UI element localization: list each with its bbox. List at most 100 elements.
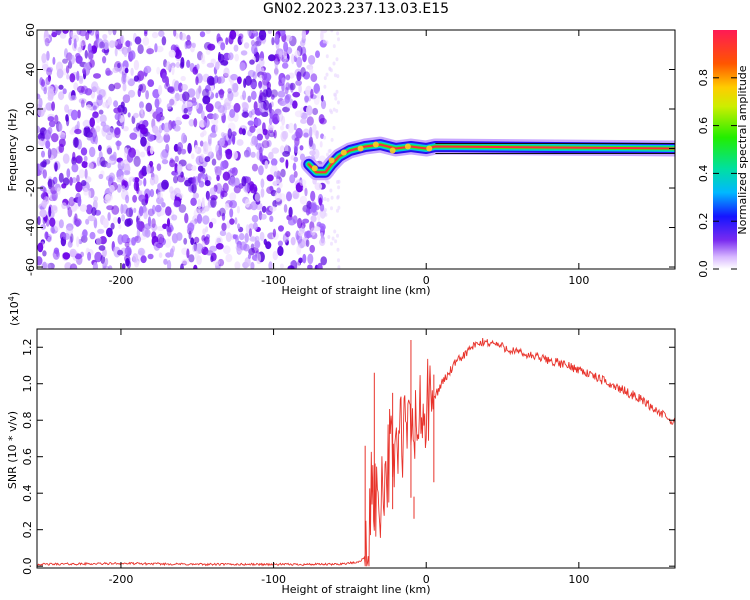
noise-blob bbox=[175, 61, 180, 68]
noise-blob bbox=[41, 79, 45, 87]
y-tick-label: -60 bbox=[24, 258, 37, 276]
noise-blob bbox=[61, 183, 67, 189]
noise-blob bbox=[51, 190, 58, 202]
noise-blob bbox=[308, 55, 316, 65]
noise-blob bbox=[113, 82, 122, 90]
noise-blob bbox=[92, 132, 96, 143]
noise-blob bbox=[83, 62, 92, 71]
noise-blob bbox=[282, 150, 290, 157]
noise-blob bbox=[310, 190, 316, 202]
noise-blob bbox=[86, 162, 94, 170]
noise-blob bbox=[331, 236, 335, 241]
noise-blob bbox=[79, 204, 88, 212]
noise-blob bbox=[166, 103, 172, 110]
noise-blob bbox=[304, 187, 308, 197]
noise-blob bbox=[41, 199, 48, 208]
noise-blob bbox=[77, 85, 85, 93]
noise-blob bbox=[156, 66, 161, 75]
noise-blob bbox=[332, 107, 336, 112]
noise-blob bbox=[81, 160, 88, 169]
noise-blob bbox=[252, 71, 257, 80]
noise-blob bbox=[69, 248, 77, 257]
noise-blob bbox=[305, 239, 310, 248]
noise-blob bbox=[309, 66, 314, 75]
noise-blob bbox=[250, 151, 256, 158]
noise-blob bbox=[320, 95, 324, 102]
noise-blob bbox=[149, 146, 154, 155]
noise-blob bbox=[282, 57, 289, 64]
noise-blob bbox=[155, 45, 164, 53]
noise-blob bbox=[169, 96, 177, 107]
noise-blob bbox=[294, 110, 303, 118]
noise-blob bbox=[261, 111, 269, 118]
noise-blob bbox=[323, 84, 327, 89]
colorbar-tick-label: 0.6 bbox=[697, 117, 710, 135]
noise-blob bbox=[310, 227, 316, 236]
noise-blob bbox=[152, 125, 159, 134]
y-tick-label: 0.4 bbox=[21, 484, 34, 502]
snr-frame bbox=[36, 328, 676, 569]
noise-blob bbox=[277, 112, 284, 122]
noise-blob bbox=[232, 234, 237, 240]
noise-blob bbox=[237, 223, 241, 230]
noise-blob bbox=[234, 53, 239, 62]
noise-blob bbox=[169, 186, 174, 194]
noise-blob bbox=[328, 67, 332, 72]
noise-blob bbox=[40, 224, 46, 230]
noise-blob bbox=[241, 101, 248, 108]
noise-blob bbox=[157, 183, 161, 190]
noise-blob bbox=[238, 233, 245, 241]
noise-blob bbox=[191, 153, 195, 160]
noise-blob bbox=[309, 150, 316, 156]
noise-blob bbox=[202, 228, 206, 236]
noise-blob bbox=[70, 54, 75, 65]
noise-blob bbox=[297, 150, 302, 156]
track-spot bbox=[311, 165, 318, 172]
noise-blob bbox=[205, 226, 209, 233]
noise-blob bbox=[99, 114, 107, 123]
noise-blob bbox=[120, 34, 125, 44]
noise-blob bbox=[335, 89, 339, 94]
noise-blob bbox=[336, 194, 340, 199]
noise-blob bbox=[183, 107, 188, 114]
noise-blob bbox=[219, 207, 226, 217]
noise-blob bbox=[169, 248, 174, 258]
noise-blob bbox=[71, 163, 79, 173]
noise-blob bbox=[145, 102, 153, 113]
noise-blob bbox=[262, 80, 267, 92]
noise-blob bbox=[142, 36, 150, 46]
noise-blob bbox=[151, 204, 156, 215]
noise-blob bbox=[74, 253, 82, 260]
noise-blob bbox=[219, 137, 225, 147]
noise-blob bbox=[69, 263, 78, 269]
noise-blob bbox=[312, 143, 316, 151]
noise-blob bbox=[82, 229, 88, 238]
noise-blob bbox=[37, 107, 45, 117]
noise-blob bbox=[229, 192, 237, 201]
noise-blob bbox=[229, 176, 236, 187]
noise-blob bbox=[98, 245, 106, 251]
noise-blob bbox=[250, 261, 255, 269]
y-tick-label: 1.0 bbox=[21, 375, 34, 393]
noise-blob bbox=[37, 125, 41, 134]
y-tick-label: 0.0 bbox=[21, 557, 34, 575]
noise-blob bbox=[286, 191, 292, 202]
noise-blob bbox=[37, 242, 44, 253]
noise-blob bbox=[113, 107, 122, 114]
noise-blob bbox=[332, 44, 336, 49]
noise-blob bbox=[68, 37, 72, 46]
noise-blob bbox=[250, 243, 255, 251]
noise-blob bbox=[39, 209, 47, 218]
noise-blob bbox=[235, 234, 239, 241]
noise-blob bbox=[222, 104, 227, 115]
noise-blob bbox=[147, 253, 154, 260]
noise-blob bbox=[134, 235, 142, 244]
noise-blob bbox=[214, 166, 222, 174]
noise-blob bbox=[296, 56, 303, 68]
noise-blob bbox=[206, 191, 211, 202]
noise-blob bbox=[187, 222, 195, 232]
noise-blob bbox=[186, 162, 193, 170]
noise-blob bbox=[81, 127, 85, 135]
noise-blob bbox=[154, 98, 160, 109]
noise-blob bbox=[337, 37, 340, 42]
